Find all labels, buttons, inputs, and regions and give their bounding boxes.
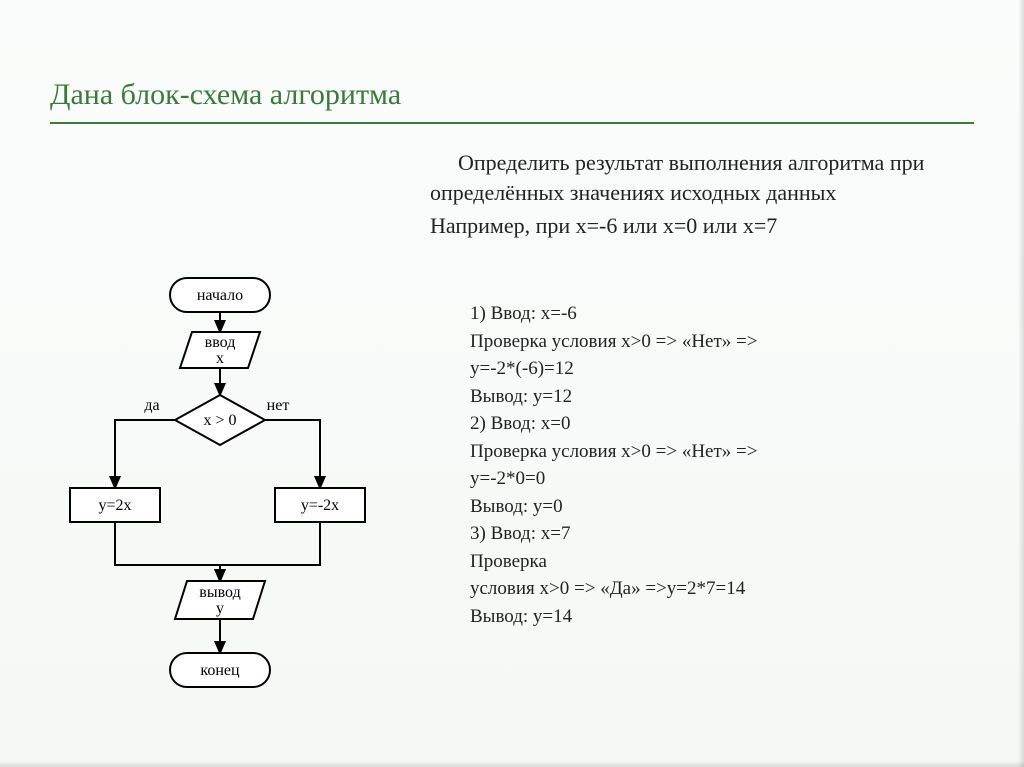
solution-line: условия x>0 => «Да» =>y=2*7=14 xyxy=(470,575,984,603)
flowchart-node-start: начало xyxy=(170,278,270,312)
flowchart-edge xyxy=(115,522,220,581)
flowchart-node-yes: y=2x xyxy=(70,488,160,522)
flowchart-node-no: y=-2x xyxy=(275,488,365,522)
subtitle-line-2: Например, при x=-6 или x=0 или x=7 xyxy=(430,211,984,241)
svg-text:начало: начало xyxy=(197,287,243,304)
slide-shadow-bottom xyxy=(0,761,1024,767)
svg-text:x: x xyxy=(216,350,224,367)
title-bar: Дана блок-схема алгоритма xyxy=(50,78,974,124)
svg-text:вывод: вывод xyxy=(199,584,240,601)
flowchart-edge-label: да xyxy=(144,397,159,414)
slide: Дана блок-схема алгоритма Определить рез… xyxy=(0,0,1024,767)
solution-line: Вывод: y=12 xyxy=(470,383,984,411)
solution-line: Проверка условия x>0 => «Нет» => xyxy=(470,328,984,356)
subtitle-block: Определить результат выполнения алгоритм… xyxy=(430,148,984,241)
slide-shadow-right xyxy=(1018,0,1024,767)
flowchart-node-end: конец xyxy=(170,653,270,687)
solution-line: Вывод: y=14 xyxy=(470,603,984,631)
solution-block: 1) Ввод: x=-6Проверка условия x>0 => «Не… xyxy=(470,300,984,631)
svg-text:ввод: ввод xyxy=(205,334,236,351)
flowchart-edge xyxy=(265,420,320,488)
flowchart-node-cond: x > 0 xyxy=(175,395,265,445)
flowchart-edge xyxy=(220,522,320,581)
solution-line: y=-2*(-6)=12 xyxy=(470,355,984,383)
flowchart-edge-label: нет xyxy=(267,397,290,414)
svg-text:конец: конец xyxy=(200,662,240,679)
flowchart-diagram: начало вводx x > 0 y=2x y=-2x выводy конец да н… xyxy=(60,250,380,730)
solution-line: Проверка условия x>0 => «Нет» => xyxy=(470,438,984,466)
slide-title: Дана блок-схема алгоритма xyxy=(50,78,974,112)
svg-text:y=-2x: y=-2x xyxy=(301,497,339,514)
solution-line: 1) Ввод: x=-6 xyxy=(470,300,984,328)
solution-line: Вывод: y=0 xyxy=(470,493,984,521)
solution-line: y=-2*0=0 xyxy=(470,465,984,493)
svg-text:x > 0: x > 0 xyxy=(203,412,236,429)
flowchart-node-input: вводx xyxy=(180,332,260,368)
svg-text:y: y xyxy=(216,600,224,617)
flowchart-edge xyxy=(115,420,175,488)
svg-text:y=2x: y=2x xyxy=(98,497,131,514)
solution-line: 3) Ввод: x=7 xyxy=(470,520,984,548)
subtitle-line-1: Определить результат выполнения алгоритм… xyxy=(430,148,984,207)
solution-line: Проверка xyxy=(470,548,984,576)
flowchart-node-output: выводy xyxy=(175,581,265,619)
solution-line: 2) Ввод: x=0 xyxy=(470,410,984,438)
